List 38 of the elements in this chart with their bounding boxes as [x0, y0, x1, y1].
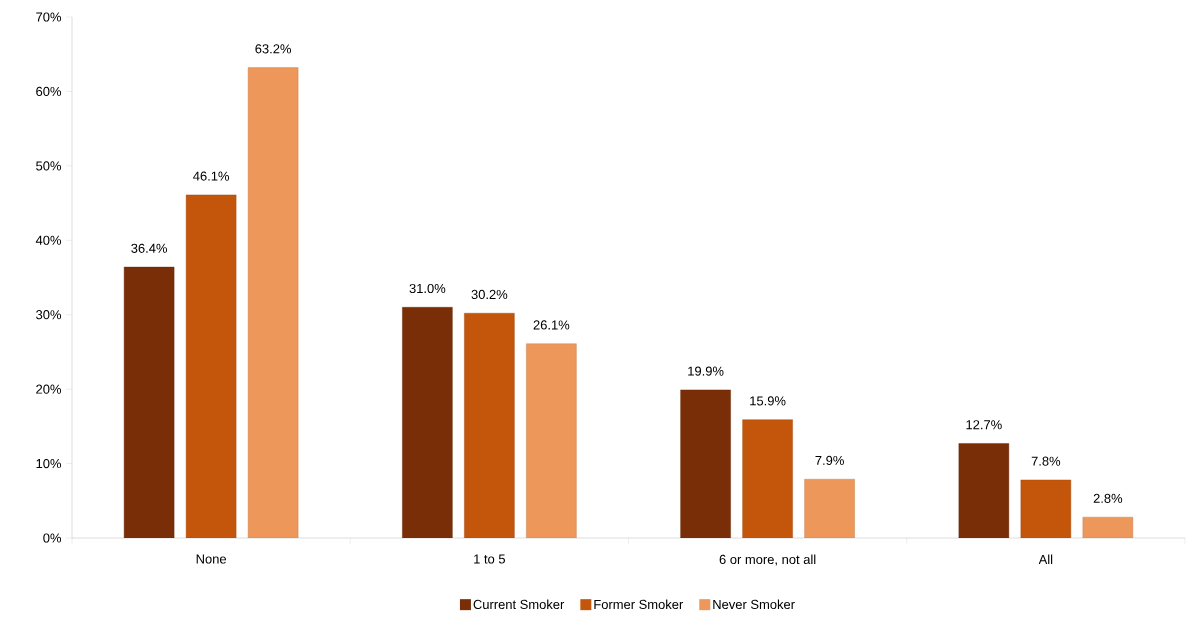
y-tick-label: 0% [43, 533, 62, 543]
x-tick-label: All [1038, 554, 1053, 564]
bar [464, 313, 515, 538]
data-label: 26.1% [533, 320, 570, 330]
data-label: 46.1% [193, 171, 230, 181]
bar [1020, 479, 1072, 538]
data-label: 63.2% [255, 44, 292, 54]
bar [402, 307, 453, 538]
data-label: 30.2% [471, 289, 508, 300]
data-label: 7.9% [815, 455, 844, 465]
bar [680, 389, 731, 538]
x-tick-label: 6 or more, not all [719, 554, 816, 566]
bar [804, 479, 855, 538]
legend-label: Former Smoker [594, 599, 684, 609]
y-tick-label: 60% [36, 86, 62, 97]
x-tick-label: 1 to 5 [474, 554, 506, 564]
legend-label: Never Smoker [713, 599, 795, 609]
y-tick-label: 50% [36, 161, 62, 171]
y-tick-label: 40% [35, 235, 62, 245]
y-tick-label: 30% [36, 310, 62, 320]
data-label: 12.7% [966, 420, 1002, 430]
bar [526, 343, 577, 538]
legend-label: Current Smoker [473, 599, 565, 609]
bar [123, 266, 175, 538]
x-tick-label: None [196, 554, 227, 564]
bar [958, 443, 1010, 538]
data-label: 31.0% [409, 283, 446, 294]
data-label: 7.8% [1031, 456, 1061, 466]
y-tick-label: 70% [36, 12, 62, 22]
bar [185, 194, 237, 538]
y-tick-label: 10% [36, 458, 62, 469]
y-tick-label: 20% [36, 384, 62, 394]
bar [742, 419, 793, 538]
bar [247, 67, 299, 538]
data-label: 2.8% [1093, 493, 1123, 503]
data-label: 15.9% [750, 396, 786, 406]
data-label: 36.4% [131, 243, 168, 253]
data-label: 19.9% [688, 366, 724, 376]
